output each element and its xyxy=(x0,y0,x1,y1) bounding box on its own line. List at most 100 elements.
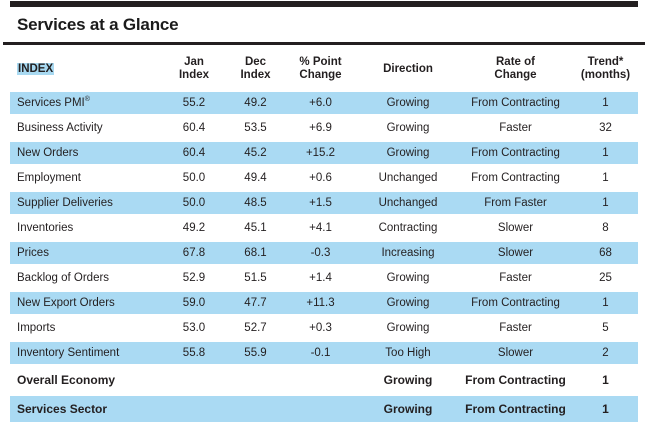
rate-of-change-cell: From Contracting xyxy=(458,142,573,164)
table-row-backlog-of-orders: Backlog of Orders 52.9 51.5 +1.4 Growing… xyxy=(10,267,638,289)
header-row: INDEX Jan Index Dec Index % Point Change Di… xyxy=(10,49,638,89)
rate-of-change-cell: From Contracting xyxy=(458,92,573,114)
direction-cell: Growing xyxy=(386,322,430,334)
direction-cell: Unchanged xyxy=(378,172,438,184)
title-divider xyxy=(3,42,645,45)
rate-of-change-cell: Faster xyxy=(499,122,532,134)
trend-cell: 1 xyxy=(573,396,638,422)
row-label: New Export Orders xyxy=(10,292,160,314)
table-header: INDEX Jan Index Dec Index % Point Change Di… xyxy=(10,49,638,89)
pct-change-cell: -0.3 xyxy=(283,242,358,264)
dec-index-cell xyxy=(228,396,283,422)
pct-change-cell: +15.2 xyxy=(283,142,358,164)
pct-change-cell: -0.1 xyxy=(283,342,358,364)
table-row-services-sector: Services Sector Growing From Contracting… xyxy=(10,396,638,422)
trend-cell: 2 xyxy=(573,342,638,364)
trend-cell: 1 xyxy=(573,92,638,114)
pct-change-cell: +0.6 xyxy=(309,172,332,184)
row-label: Inventory Sentiment xyxy=(10,342,160,364)
dec-index-cell: 45.2 xyxy=(228,142,283,164)
jan-index-cell: 50.0 xyxy=(182,172,206,184)
table-row-imports: Imports 53.0 52.7 +0.3 Growing Faster 5 xyxy=(10,317,638,339)
pct-change-cell: +11.3 xyxy=(283,292,358,314)
rate-of-change-cell: From Faster xyxy=(458,192,573,214)
direction-cell: Unchanged xyxy=(358,192,458,214)
jan-index-cell: 67.8 xyxy=(160,242,228,264)
jan-index-cell xyxy=(160,367,228,393)
top-rule xyxy=(10,1,638,7)
registered-mark: ® xyxy=(84,96,90,104)
dec-index-cell: 68.1 xyxy=(228,242,283,264)
jan-index-cell: 55.2 xyxy=(160,92,228,114)
jan-index-cell: 49.2 xyxy=(182,222,206,234)
trend-cell: 1 xyxy=(602,373,609,387)
dec-index-cell: 52.7 xyxy=(244,322,267,334)
dec-index-cell: 47.7 xyxy=(228,292,283,314)
direction-cell: Growing xyxy=(358,142,458,164)
row-label: Backlog of Orders xyxy=(17,272,110,284)
row-label: New Orders xyxy=(10,142,160,164)
page-title: Services at a Glance xyxy=(17,15,179,34)
table-row-employment: Employment 50.0 49.4 +0.6 Unchanged From… xyxy=(10,167,638,189)
rate-of-change-cell: From Contracting xyxy=(458,396,573,422)
header-index: INDEX xyxy=(10,49,160,89)
table-row-supplier-deliveries: Supplier Deliveries 50.0 48.5 +1.5 Uncha… xyxy=(10,192,638,214)
trend-cell: 5 xyxy=(602,322,609,334)
pct-change-cell: +1.4 xyxy=(309,272,332,284)
pct-change-cell: +1.5 xyxy=(283,192,358,214)
trend-cell: 32 xyxy=(599,122,612,134)
direction-cell: Growing xyxy=(358,396,458,422)
table-row-prices: Prices 67.8 68.1 -0.3 Increasing Slower … xyxy=(10,242,638,264)
direction-cell: Growing xyxy=(386,272,430,284)
dec-index-cell: 55.9 xyxy=(228,342,283,364)
pct-change-cell xyxy=(283,367,358,393)
pct-change-cell: +6.0 xyxy=(283,92,358,114)
trend-cell: 1 xyxy=(573,292,638,314)
row-label: Imports xyxy=(17,322,56,334)
trend-cell: 1 xyxy=(573,142,638,164)
row-label: Prices xyxy=(10,242,160,264)
pct-change-cell xyxy=(283,396,358,422)
pct-change-cell: +4.1 xyxy=(309,222,332,234)
rate-of-change-cell: Slower xyxy=(458,342,573,364)
rate-of-change-cell: Faster xyxy=(499,322,532,334)
header-direction: Direction xyxy=(383,62,433,75)
dec-index-cell: 45.1 xyxy=(244,222,267,234)
table-row-new-export-orders: New Export Orders 59.0 47.7 +11.3 Growin… xyxy=(10,292,638,314)
direction-cell: Growing xyxy=(358,292,458,314)
rate-of-change-cell: From Contracting xyxy=(465,373,566,387)
index-text-highlight: INDEX xyxy=(17,62,55,75)
table-row-services-pmi: Services PMI® 55.2 49.2 +6.0 Growing Fro… xyxy=(10,92,638,114)
header-rate-of-change: Rate of Change xyxy=(494,56,537,81)
dec-index-cell: 51.5 xyxy=(244,272,267,284)
direction-cell: Contracting xyxy=(378,222,438,234)
trend-cell: 8 xyxy=(602,222,609,234)
dec-index-cell: 49.4 xyxy=(244,172,267,184)
row-label: Inventories xyxy=(17,222,74,234)
header-dec-index: Dec Index xyxy=(240,56,271,81)
jan-index-cell: 53.0 xyxy=(182,322,206,334)
dec-index-cell xyxy=(228,367,283,393)
services-glance-table: INDEX Jan Index Dec Index % Point Change Di… xyxy=(10,46,638,425)
direction-cell: Growing xyxy=(383,373,433,387)
jan-index-cell: 52.9 xyxy=(182,272,206,284)
jan-index-cell: 60.4 xyxy=(182,122,206,134)
header-trend-months: Trend* (months) xyxy=(580,56,631,81)
jan-index-cell: 60.4 xyxy=(160,142,228,164)
row-label: Business Activity xyxy=(17,122,103,134)
jan-index-cell: 50.0 xyxy=(160,192,228,214)
direction-cell: Too High xyxy=(358,342,458,364)
row-label: Services PMI® xyxy=(10,92,160,114)
rate-of-change-cell: From Contracting xyxy=(458,292,573,314)
trend-cell: 1 xyxy=(573,192,638,214)
rate-of-change-cell: Slower xyxy=(497,222,534,234)
pct-change-cell: +6.9 xyxy=(309,122,332,134)
trend-cell: 25 xyxy=(599,272,612,284)
header-jan-index: Jan Index xyxy=(178,56,210,81)
trend-cell: 68 xyxy=(573,242,638,264)
table-row-business-activity: Business Activity 60.4 53.5 +6.9 Growing… xyxy=(10,117,638,139)
pct-change-cell: +0.3 xyxy=(309,322,332,334)
row-label: Supplier Deliveries xyxy=(10,192,160,214)
direction-cell: Growing xyxy=(358,92,458,114)
rate-of-change-cell: From Contracting xyxy=(471,172,560,184)
